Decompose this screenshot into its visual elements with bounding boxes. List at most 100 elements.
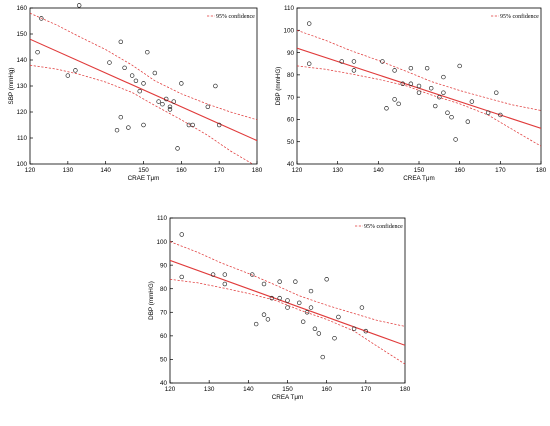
data-point [449,114,454,120]
ci-upper-line [297,29,541,111]
y-tick-label: 50 [160,357,168,364]
ci-upper-line [170,241,405,327]
data-point [213,83,218,89]
data-point [76,3,82,8]
x-tick-label: 140 [100,167,111,174]
x-tick-label: 160 [321,386,332,393]
y-tick-label: 130 [16,83,27,90]
y-tick-label: 100 [16,161,27,168]
data-point [277,295,282,301]
x-axis-label: CRAE Tμm [128,175,160,182]
x-tick-label: 180 [536,167,547,174]
data-point [141,122,146,128]
x-tick-label: 120 [25,167,36,174]
data-point [253,321,259,327]
x-tick-label: 150 [414,167,425,174]
legend-label: 95% confidence [216,13,255,20]
y-tick-label: 90 [287,50,295,57]
data-point [222,281,228,287]
dbp-vs-crea-panel-bottom: 120 130 140 150 160 170 180 40 50 60 70 80 90 100 110 C… [148,215,411,401]
data-point [308,288,314,294]
sbp-vs-crae-panel: 120 130 140 150 160 170 180 100 110 120 130 140 150 1… [8,3,263,182]
x-tick-label: 150 [138,167,149,174]
x-axis-label: CREA Tμm [403,175,435,182]
x-tick-label: 180 [400,386,411,393]
data-point [156,99,161,104]
y-tick-label: 140 [16,57,27,64]
data-point [114,127,120,133]
x-tick-label: 140 [373,167,384,174]
data-point [210,272,216,277]
data-point [39,16,44,21]
x-tick-label: 130 [63,167,74,174]
data-point [118,39,124,45]
data-point [167,104,173,110]
data-point [351,326,357,332]
data-point [141,81,146,86]
data-point [392,97,397,102]
x-tick-label: 120 [165,386,176,393]
x-tick-label: 170 [361,386,372,393]
data-point [216,122,222,128]
data-point [167,107,173,112]
data-point [306,61,312,66]
data-point [163,96,169,102]
x-tick-label: 160 [176,167,187,174]
data-point [304,310,310,315]
data-point [35,49,40,55]
data-point [306,21,312,26]
data-point [152,70,158,76]
y-tick-label: 80 [287,72,295,79]
x-tick-label: 130 [332,167,343,174]
data-point [179,232,184,237]
data-point [498,112,503,118]
data-point [336,314,341,320]
plot-frame [296,7,542,165]
y-tick-label: 110 [17,135,28,142]
data-point [179,81,184,86]
data-point [222,272,228,277]
data-point [133,78,139,84]
data-point [269,295,275,301]
data-point [171,99,176,104]
y-axis-label: DBP (mmHG) [148,281,155,320]
data-point [380,59,385,64]
y-tick-label: 80 [160,286,168,293]
x-tick-label: 160 [454,167,465,174]
data-point [339,59,344,64]
data-point [416,90,422,95]
data-point [441,90,446,95]
data-point [396,101,401,107]
plot-frame [169,217,406,384]
y-tick-label: 100 [156,239,167,246]
y-tick-label: 110 [157,215,168,222]
data-point [351,59,357,64]
data-point [408,65,414,71]
y-tick-label: 110 [284,5,295,12]
data-point [261,312,267,317]
data-point [392,68,397,73]
y-tick-label: 50 [287,139,295,146]
x-tick-label: 150 [282,386,293,393]
y-tick-label: 60 [160,333,168,340]
data-point [416,83,422,89]
data-point [205,104,211,110]
y-tick-label: 70 [287,94,295,101]
data-point [65,73,71,78]
data-point [160,101,165,107]
x-tick-label: 120 [292,167,303,174]
data-point [297,300,302,306]
data-point [293,279,298,284]
data-point [73,68,78,73]
data-point [359,305,365,310]
data-point [494,90,499,95]
data-point [457,63,462,69]
ci-lower-line [170,278,405,365]
legend-label: 95% confidence [364,223,403,230]
y-tick-label: 60 [287,117,295,124]
data-point [118,114,124,120]
data-point [320,354,325,360]
regression-line [30,38,257,142]
data-point [137,88,142,94]
